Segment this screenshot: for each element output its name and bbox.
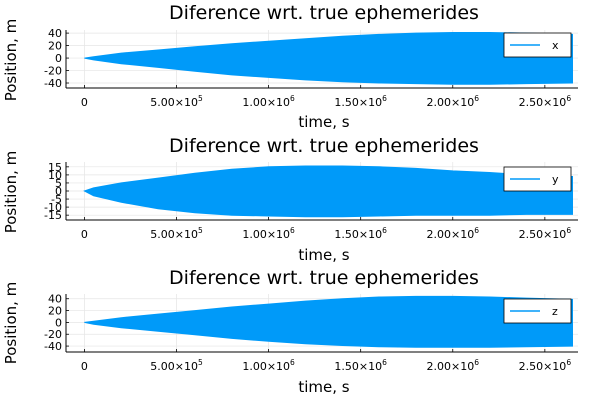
subplot-3-title: Diference wrt. true ephemerides — [169, 267, 479, 289]
y-tick-label-1: -10 — [44, 201, 62, 214]
x-tick-label-3: 1.50×106 — [334, 358, 387, 373]
subplot-3-series — [84, 295, 573, 348]
series-x-band — [84, 32, 573, 85]
subplot-3: Diference wrt. true ephemerides 0 5.00×10… — [2, 267, 578, 396]
x-tick-label-2: 1.00×106 — [242, 358, 295, 373]
subplot-3-xticks: 0 5.00×105 1.00×106 1.50×106 2.00×106 2.50×10… — [81, 358, 571, 373]
y-tick-label-2: -5 — [51, 193, 62, 206]
subplot-1-series — [84, 32, 573, 85]
x-tick-label-0: 0 — [81, 228, 88, 241]
subplot-3-ylabel: Position, m — [2, 282, 20, 365]
y-tick-label-1: -20 — [44, 328, 62, 341]
series-z-band — [84, 295, 573, 348]
subplot-2-title: Diference wrt. true ephemerides — [169, 135, 479, 157]
legend-label-z: z — [552, 305, 558, 318]
y-tick-label-5: 10 — [48, 169, 62, 182]
subplot-1-xlabel: time, s — [298, 113, 349, 131]
y-tick-label-4: 40 — [48, 27, 62, 40]
subplot-1-xticks: 0 5.00×105 1.00×106 1.50×106 2.00×106 2.50×10… — [81, 94, 571, 109]
series-y-band — [83, 165, 573, 218]
y-tick-label-3: 0 — [55, 185, 62, 198]
legend-label-x: x — [552, 39, 559, 52]
subplot-2-axes — [65, 162, 578, 221]
x-tick-label-1: 5.00×105 — [150, 94, 203, 109]
y-tick-label-2: 0 — [55, 52, 62, 65]
subplot-1-title: Diference wrt. true ephemerides — [169, 2, 479, 24]
y-tick-label-6: 15 — [48, 161, 62, 174]
subplot-1: Diference wrt. true ephemerides 0 5.00×10… — [2, 2, 578, 131]
subplot-1-axes — [65, 30, 578, 89]
y-tick-label-3: 20 — [48, 40, 62, 53]
x-tick-label-4: 2.00×106 — [427, 226, 480, 241]
subplot-1-legend: x — [503, 32, 572, 58]
x-tick-label-5: 2.50×106 — [519, 94, 572, 109]
x-tick-label-0: 0 — [81, 96, 88, 109]
x-tick-label-2: 1.00×106 — [242, 226, 295, 241]
y-tick-label-1: -20 — [44, 65, 62, 78]
y-tick-label-3: 20 — [48, 305, 62, 318]
x-tick-label-5: 2.50×106 — [519, 226, 572, 241]
y-tick-label-2: 0 — [55, 316, 62, 329]
y-tick-label-4: 40 — [48, 293, 62, 306]
legend-label-y: y — [552, 173, 559, 186]
y-tick-label-4: 5 — [55, 177, 62, 190]
subplot-2-xlabel: time, s — [298, 246, 349, 264]
x-tick-label-3: 1.50×106 — [334, 94, 387, 109]
y-tick-label-0: -15 — [44, 209, 62, 222]
subplot-2: Diference wrt. true ephemerides 0 5.00×10… — [2, 135, 578, 264]
subplot-2-legend: y — [503, 166, 572, 192]
subplot-2-series — [83, 165, 573, 218]
x-tick-label-3: 1.50×106 — [334, 226, 387, 241]
x-tick-label-1: 5.00×105 — [150, 358, 203, 373]
x-tick-label-4: 2.00×106 — [427, 358, 480, 373]
subplot-3-xlabel: time, s — [298, 378, 349, 396]
subplot-2-xticks: 0 5.00×105 1.00×106 1.50×106 2.00×106 2.50×10… — [81, 226, 571, 241]
x-tick-label-0: 0 — [81, 360, 88, 373]
x-tick-label-5: 2.50×106 — [519, 358, 572, 373]
subplot-2-ylabel: Position, m — [2, 151, 20, 234]
subplot-3-axes — [65, 294, 578, 353]
x-tick-label-4: 2.00×106 — [427, 94, 480, 109]
x-tick-label-2: 1.00×106 — [242, 94, 295, 109]
y-tick-label-0: -40 — [44, 77, 62, 90]
y-tick-label-0: -40 — [44, 340, 62, 353]
subplot-3-legend: z — [503, 298, 572, 324]
x-tick-label-1: 5.00×105 — [150, 226, 203, 241]
subplot-1-ylabel: Position, m — [2, 19, 20, 102]
